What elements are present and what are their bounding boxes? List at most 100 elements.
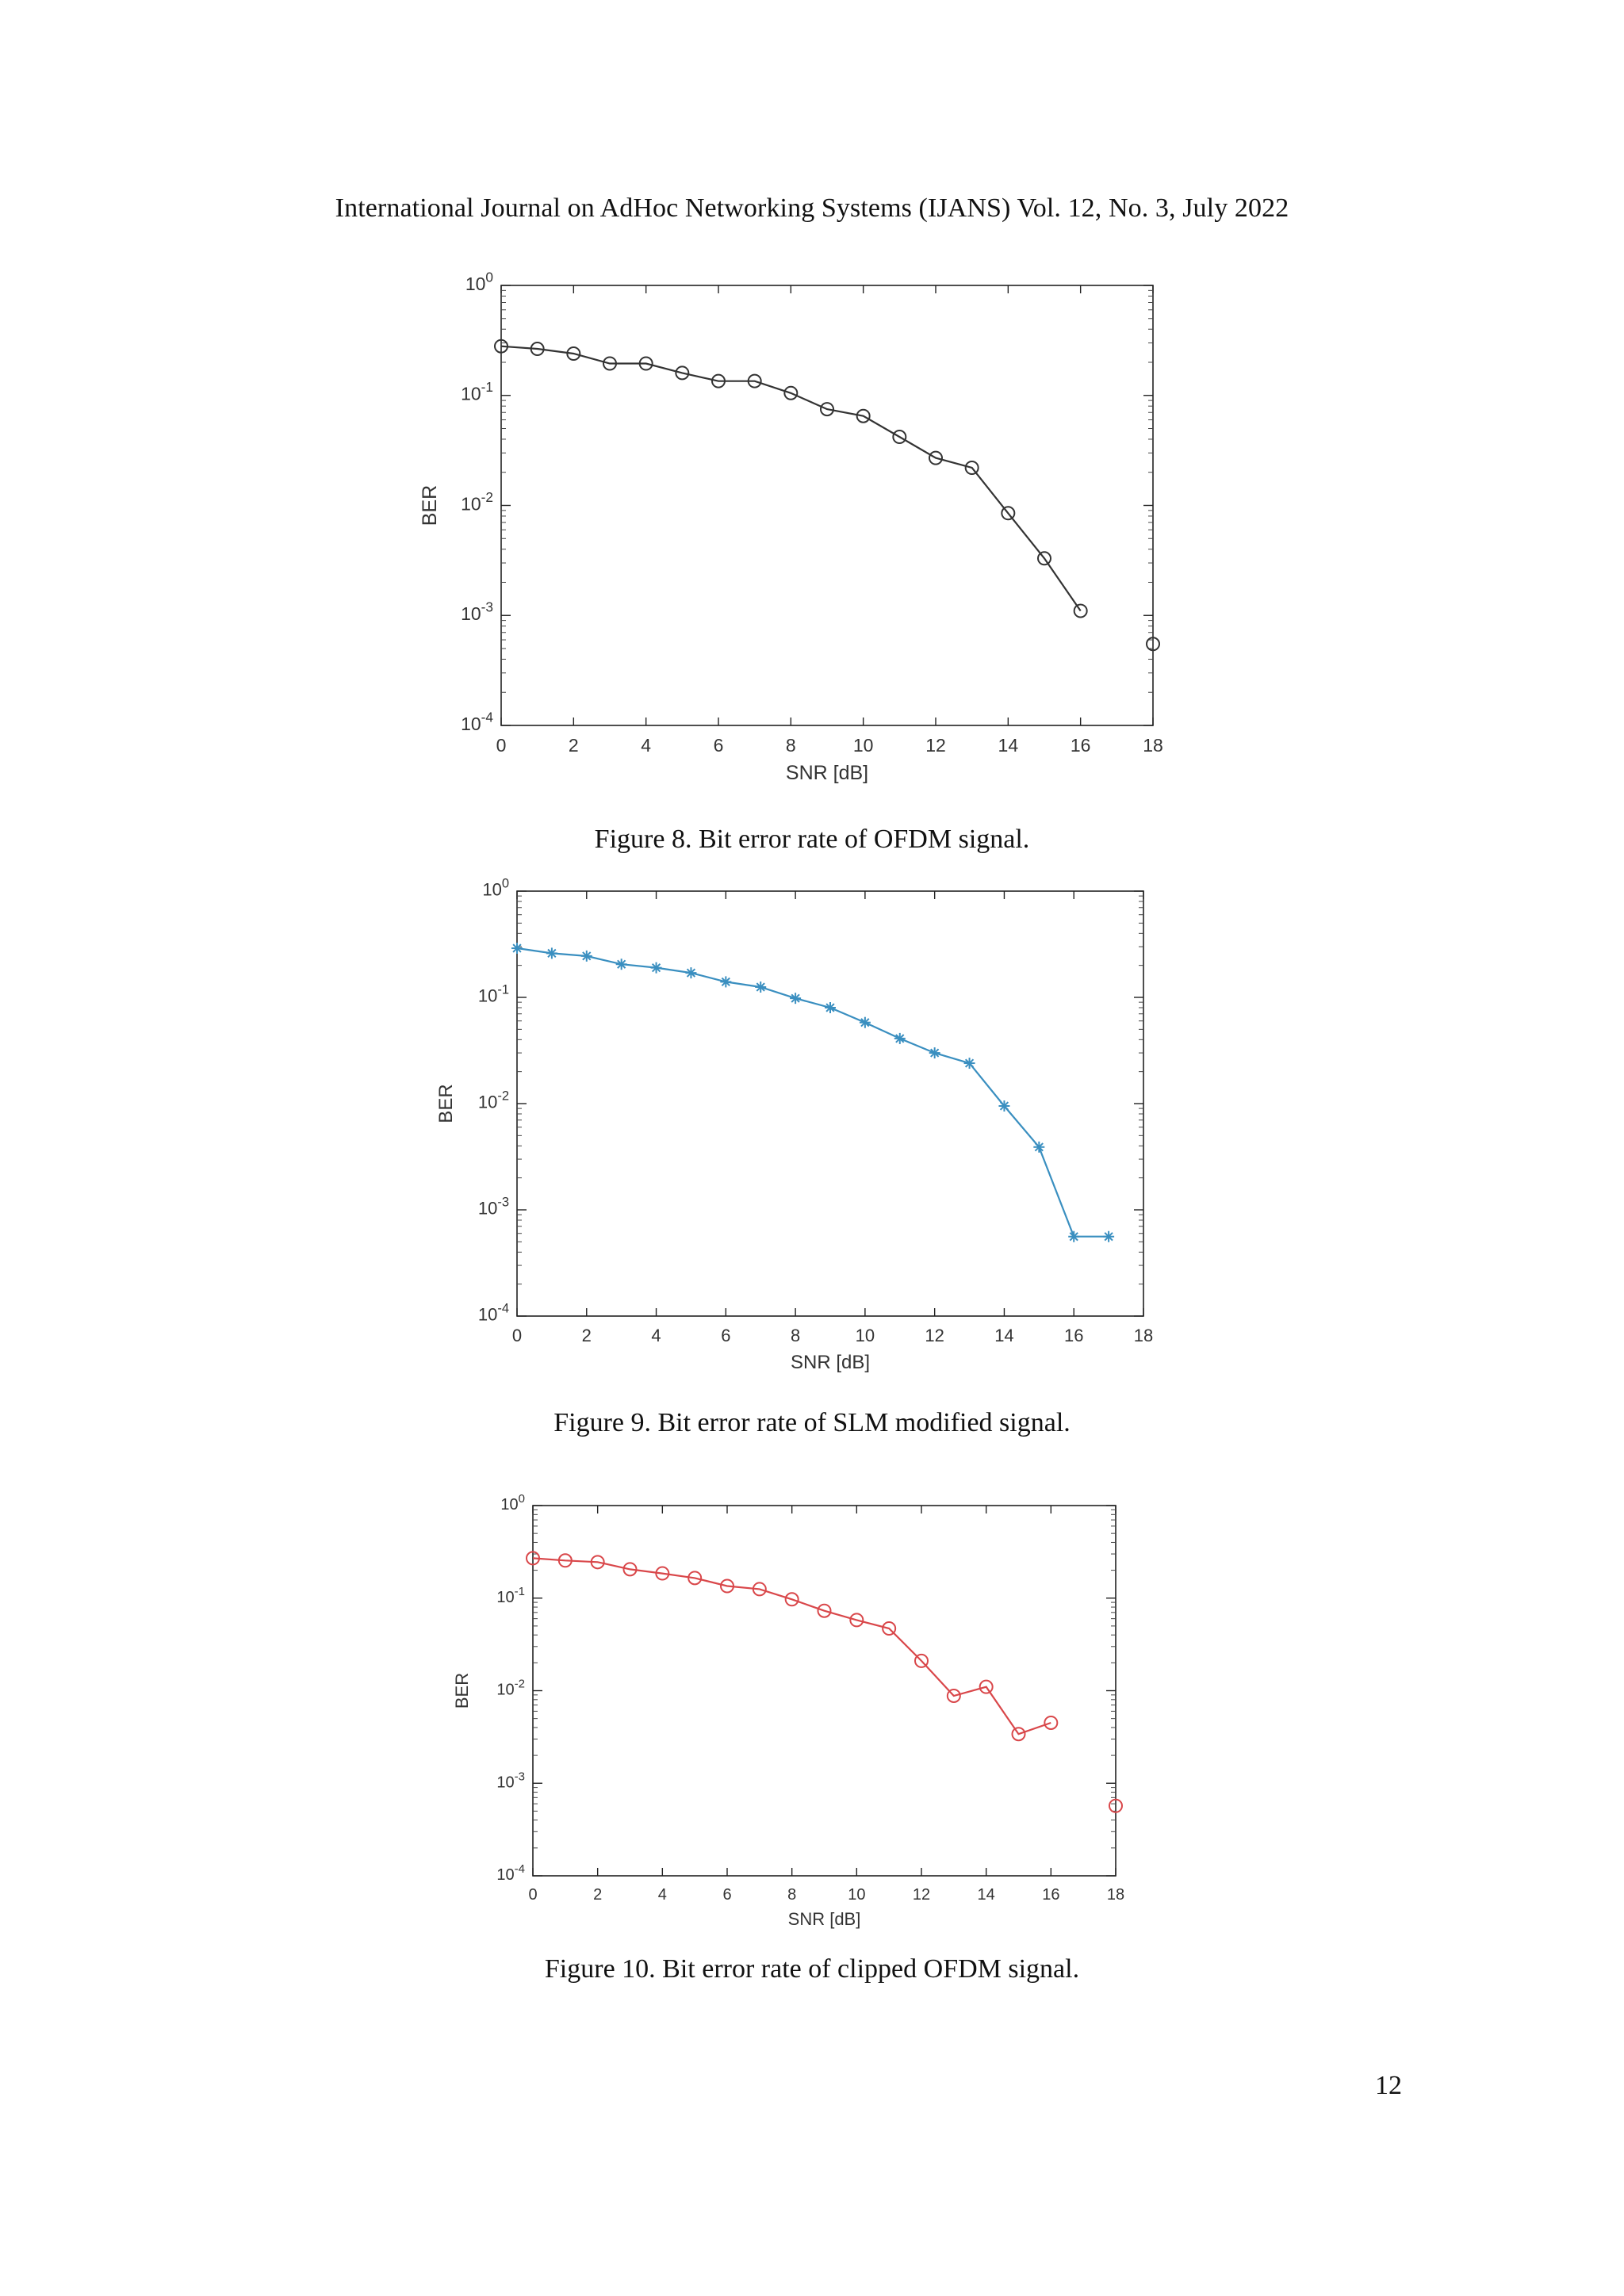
x-tick-label: 0 — [496, 735, 507, 756]
data-point-marker — [720, 976, 732, 988]
x-tick-label: 18 — [1107, 1886, 1124, 1904]
x-axis-label: SNR [dB] — [786, 762, 868, 784]
data-point-marker — [685, 967, 697, 979]
data-point-marker — [711, 373, 726, 388]
data-point-marker — [859, 1016, 871, 1028]
data-point-marker — [914, 1653, 929, 1668]
x-tick-label: 6 — [722, 1886, 731, 1904]
ber-series-line — [500, 345, 1082, 612]
data-point-marker — [892, 430, 907, 445]
x-axis-label: SNR [dB] — [791, 1352, 870, 1373]
data-point-marker — [638, 356, 653, 371]
data-point-marker — [784, 1592, 799, 1607]
x-tick-label: 10 — [848, 1886, 865, 1904]
data-point-marker — [946, 1688, 961, 1703]
x-tick-label: 0 — [528, 1886, 537, 1904]
data-point-marker — [963, 1058, 975, 1070]
data-point-marker — [603, 356, 617, 371]
x-tick-label: 14 — [978, 1886, 995, 1904]
y-axis-label: BER — [452, 1673, 472, 1709]
x-tick-label: 16 — [1071, 735, 1091, 756]
y-tick-label: 10-2 — [478, 1089, 509, 1112]
x-tick-label: 18 — [1134, 1326, 1153, 1345]
data-point-marker — [655, 1566, 670, 1581]
y-tick-label: 10-3 — [496, 1770, 525, 1791]
data-point-marker — [929, 450, 943, 465]
data-point-marker — [964, 460, 979, 475]
x-tick-label: 8 — [791, 1326, 800, 1345]
data-point-marker — [856, 408, 871, 423]
y-tick-label: 10-1 — [461, 379, 493, 404]
data-point-marker — [720, 1578, 734, 1594]
data-point-marker — [1068, 1230, 1080, 1242]
ber-series-line — [516, 947, 1109, 1238]
figure-8-caption: Figure 8. Bit error rate of OFDM signal. — [594, 825, 1030, 854]
y-tick-label: 10-4 — [461, 709, 493, 733]
data-point-marker — [894, 1032, 906, 1044]
data-point-marker — [979, 1679, 994, 1694]
x-tick-label: 8 — [787, 1886, 796, 1904]
data-point-marker — [882, 1621, 897, 1636]
y-tick-label: 10-4 — [478, 1302, 509, 1325]
x-tick-label: 6 — [721, 1326, 730, 1345]
data-point-marker — [1001, 506, 1016, 521]
x-tick-label: 12 — [913, 1886, 930, 1904]
x-tick-label: 12 — [925, 735, 946, 756]
data-point-marker — [580, 950, 592, 962]
ber-series-line — [532, 1557, 1051, 1735]
data-point-marker — [817, 1603, 832, 1618]
x-tick-label: 12 — [925, 1326, 944, 1345]
data-point-marker — [675, 365, 690, 381]
data-point-marker — [511, 943, 523, 955]
plot-area-frame — [516, 890, 1144, 1317]
data-point-marker — [650, 962, 662, 974]
x-tick-label: 2 — [593, 1886, 602, 1904]
data-point-marker — [526, 1551, 540, 1566]
data-point-marker — [1044, 1715, 1059, 1730]
y-axis-label: BER — [435, 1084, 457, 1123]
data-point-marker — [615, 959, 627, 970]
figure-8-chart: 0 2 4 6 8 10 12 14 16 18 100 10-1 10-2 10-3 10-4 SNR [d… — [419, 269, 1163, 784]
x-tick-label: 14 — [994, 1326, 1013, 1345]
data-point-marker — [747, 373, 762, 388]
data-point-marker — [1037, 551, 1051, 566]
x-tick-label: 16 — [1064, 1326, 1083, 1345]
data-point-marker — [825, 1001, 836, 1013]
data-point-marker — [1073, 603, 1088, 618]
figure-9-caption: Figure 9. Bit error rate of SLM modified… — [553, 1408, 1071, 1437]
x-tick-label: 4 — [641, 735, 651, 756]
data-point-marker — [820, 402, 834, 417]
data-point-marker — [849, 1613, 864, 1628]
running-header: International Journal on AdHoc Networkin… — [335, 193, 1289, 223]
data-point-marker — [1103, 1230, 1115, 1242]
data-point-marker — [755, 982, 767, 993]
y-tick-label: 10-2 — [461, 489, 493, 514]
isolated-data-point-marker — [1146, 637, 1160, 652]
x-tick-label: 2 — [582, 1326, 592, 1345]
x-axis-label: SNR [dB] — [788, 1909, 861, 1929]
x-tick-label: 6 — [714, 735, 724, 756]
data-point-marker — [494, 339, 508, 354]
data-point-marker — [622, 1562, 638, 1577]
y-tick-label: 100 — [482, 877, 509, 900]
data-point-marker — [1011, 1727, 1026, 1742]
y-tick-label: 10-4 — [496, 1862, 525, 1884]
x-tick-label: 4 — [658, 1886, 667, 1904]
data-point-marker — [752, 1582, 767, 1597]
y-tick-label: 10-3 — [478, 1196, 509, 1219]
y-tick-label: 100 — [465, 269, 493, 293]
data-point-marker — [557, 1553, 573, 1568]
data-point-marker — [590, 1555, 605, 1570]
x-tick-label: 0 — [512, 1326, 522, 1345]
x-tick-label: 8 — [786, 735, 796, 756]
data-point-marker — [998, 1100, 1010, 1112]
data-point-marker — [1033, 1141, 1045, 1153]
x-tick-label: 10 — [856, 1326, 875, 1345]
x-tick-label: 16 — [1042, 1886, 1059, 1904]
figure-10-caption: Figure 10. Bit error rate of clipped OFD… — [544, 1954, 1080, 1984]
figure-9-chart: 0 2 4 6 8 10 12 14 16 18 100 10-1 10-2 10-3 10-4 SNR [d… — [435, 877, 1153, 1373]
x-tick-label: 10 — [853, 735, 874, 756]
page-number: 12 — [1375, 2071, 1402, 2100]
x-tick-label: 14 — [998, 735, 1019, 756]
data-point-marker — [790, 993, 802, 1004]
